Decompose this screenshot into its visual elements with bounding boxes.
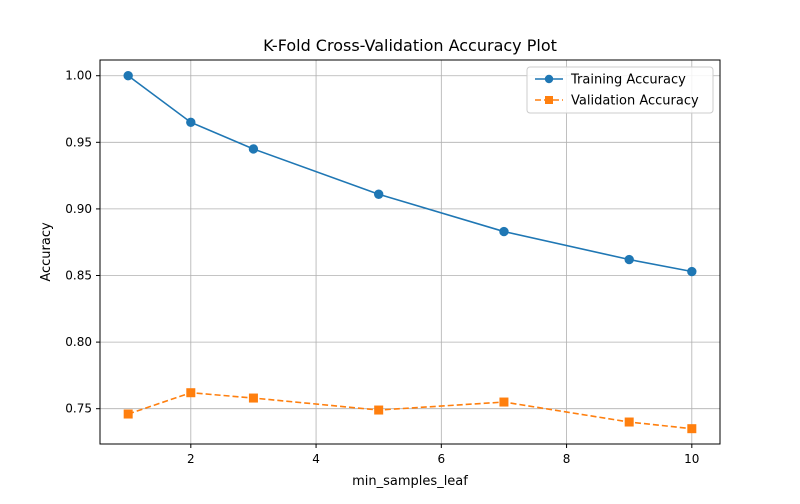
y-tick-label: 0.95 <box>65 135 92 149</box>
data-point <box>499 397 509 407</box>
data-point <box>373 189 384 199</box>
series-validation-accuracy <box>123 388 697 434</box>
chart-title: K-Fold Cross-Validation Accuracy Plot <box>263 36 557 55</box>
data-point <box>186 388 196 398</box>
legend-label: Validation Accuracy <box>571 94 699 109</box>
series <box>123 71 697 434</box>
y-axis-label: Accuracy <box>39 222 54 282</box>
y-tick-label: 0.75 <box>65 402 92 416</box>
data-point <box>687 266 697 277</box>
data-point <box>123 71 133 81</box>
axis-ticks: 2 4 6 8 10 0.75 0.80 0.85 0.90 0.95 1.00 <box>65 69 699 466</box>
data-point <box>624 417 634 427</box>
y-tick-label: 0.80 <box>65 335 92 349</box>
x-tick-label: 8 <box>563 452 571 466</box>
y-tick-label: 0.85 <box>65 269 92 283</box>
x-tick-label: 10 <box>684 452 699 466</box>
legend-item: Validation Accuracy <box>535 94 699 109</box>
data-point <box>374 405 384 415</box>
series-training-accuracy <box>123 71 697 277</box>
data-point <box>123 409 133 419</box>
data-point <box>248 393 258 403</box>
data-point <box>186 117 196 128</box>
data-point <box>499 226 509 237</box>
legend-marker <box>544 74 554 84</box>
data-point <box>687 424 697 434</box>
legend-marker <box>545 96 553 104</box>
legend: Training Accuracy Validation Accuracy <box>526 66 714 114</box>
data-point <box>248 144 259 154</box>
data-point <box>624 254 634 265</box>
plot-frame <box>99 59 721 445</box>
x-axis-label: min_samples_leaf <box>352 474 468 489</box>
legend-label: Training Accuracy <box>570 73 686 88</box>
y-tick-label: 1.00 <box>65 69 92 83</box>
y-tick-label: 0.90 <box>65 202 92 216</box>
legend-item: Training Accuracy <box>535 73 686 88</box>
x-tick-label: 4 <box>312 452 320 466</box>
legend-box <box>526 66 714 114</box>
x-tick-label: 2 <box>187 452 195 466</box>
x-tick-label: 6 <box>437 452 445 466</box>
